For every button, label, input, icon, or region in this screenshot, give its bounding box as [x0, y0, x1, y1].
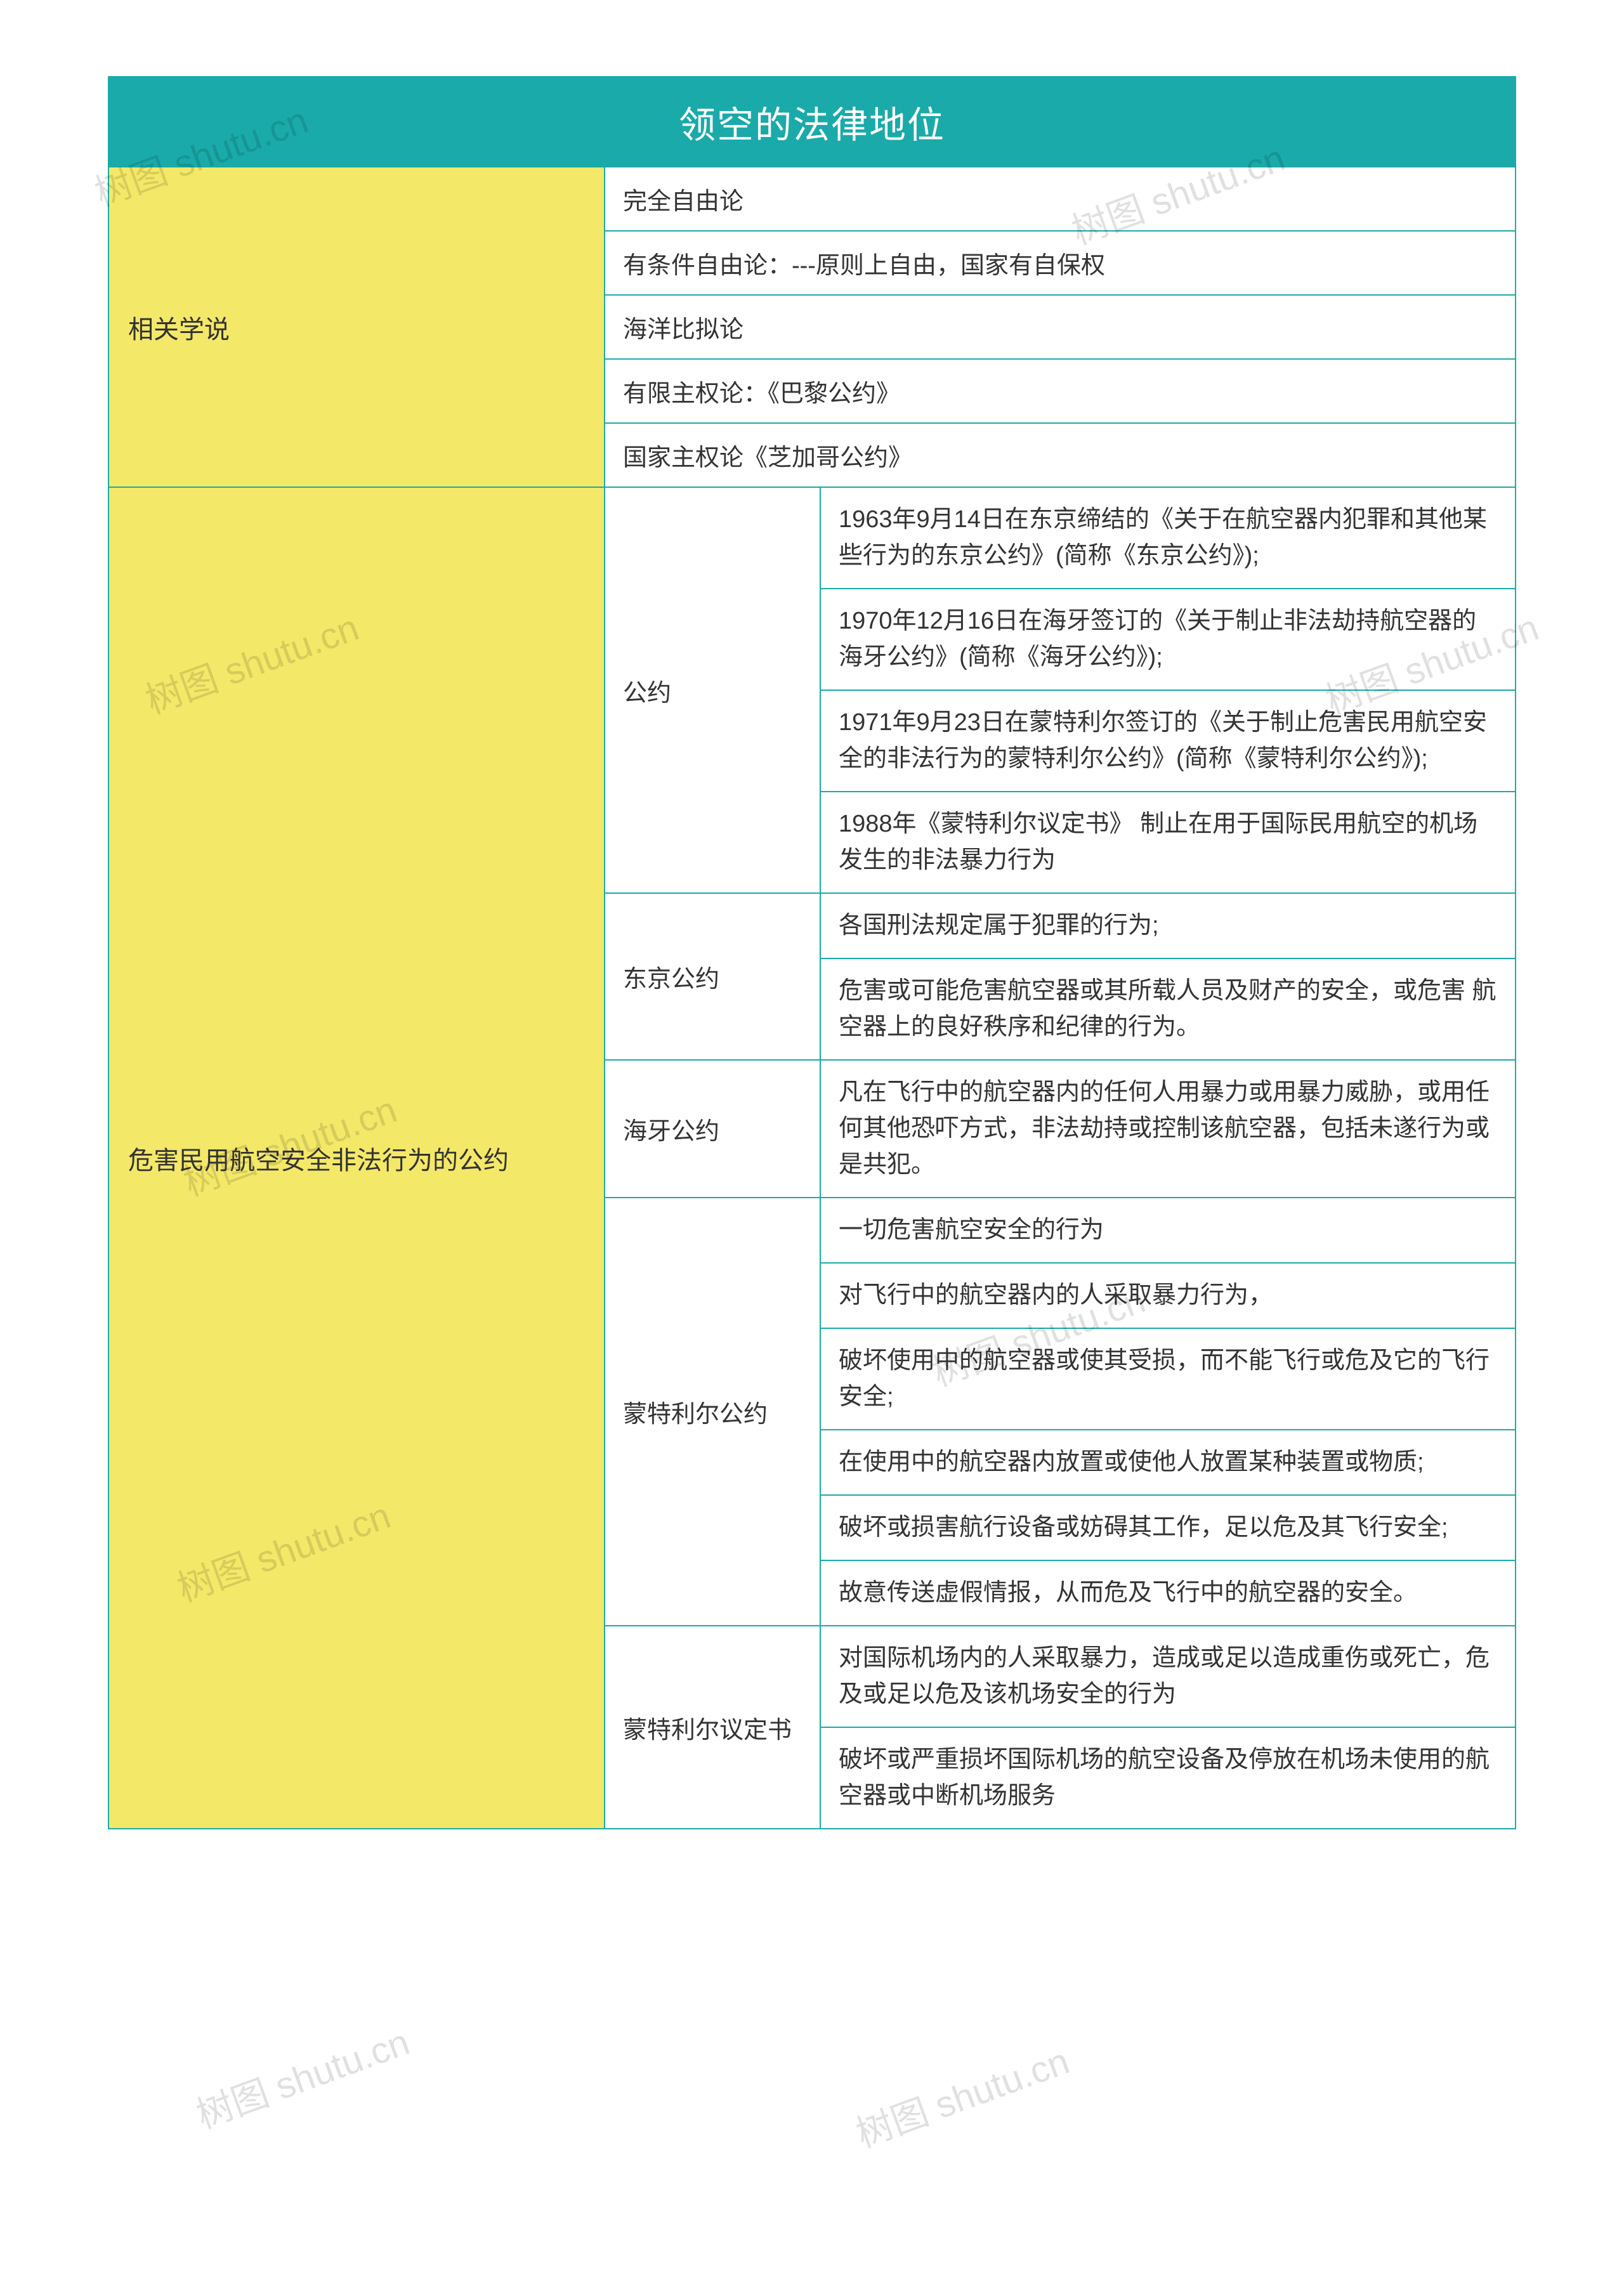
right-group: 公约1963年9月14日在东京缔结的《关于在航空器内犯罪和其他某些行为的东京公约… [604, 487, 1515, 1828]
items-group: 一切危害航空安全的行为 对飞行中的航空器内的人采取暴力行为， 破坏使用中的航空器… [820, 1197, 1515, 1625]
content-cell: 完全自由论 [604, 166, 1515, 230]
sub-section: 海牙公约凡在飞行中的航空器内的任何人用暴力或用暴力威胁，或用任 何其他恐吓方式，… [604, 1059, 1515, 1197]
item-cell: 各国刑法规定属于犯罪的行为; [820, 892, 1515, 958]
item-cell: 1970年12月16日在海牙签订的《关于制止非法劫持航空器的海牙公约》(简称《海… [820, 588, 1515, 689]
sub-section: 蒙特利尔公约一切危害航空安全的行为 对飞行中的航空器内的人采取暴力行为， 破坏使… [604, 1197, 1515, 1625]
item-cell: 1988年《蒙特利尔议定书》 制止在用于国际民用航空的机场发生的非法暴力行为 [820, 791, 1515, 892]
sub-section: 东京公约各国刑法规定属于犯罪的行为; 危害或可能危害航空器或其所载人员及财产的安… [604, 892, 1515, 1059]
sub-section: 蒙特利尔议定书对国际机场内的人采取暴力，造成或足以造成重伤或死亡，危 及或足以危… [604, 1625, 1515, 1828]
table-body: 相关学说完全自由论有条件自由论：---原则上自由，国家有自保权海洋比拟论有限主权… [109, 166, 1515, 1828]
items-group: 凡在飞行中的航空器内的任何人用暴力或用暴力威胁，或用任 何其他恐吓方式，非法劫持… [820, 1059, 1515, 1197]
item-cell: 在使用中的航空器内放置或使他人放置某种装置或物质; [820, 1429, 1515, 1494]
subcategory-cell: 蒙特利尔公约 [604, 1197, 820, 1625]
item-cell: 凡在飞行中的航空器内的任何人用暴力或用暴力威胁，或用任 何其他恐吓方式，非法劫持… [820, 1059, 1515, 1197]
section-row: 相关学说完全自由论有条件自由论：---原则上自由，国家有自保权海洋比拟论有限主权… [109, 166, 1515, 487]
sub-section: 公约1963年9月14日在东京缔结的《关于在航空器内犯罪和其他某些行为的东京公约… [604, 487, 1515, 892]
content-cell: 有限主权论：《巴黎公约》 [604, 358, 1515, 422]
hierarchical-table: 领空的法律地位 相关学说完全自由论有条件自由论：---原则上自由，国家有自保权海… [108, 76, 1516, 1829]
watermark-text: 树图 shutu.cn [848, 2031, 1075, 2157]
content-cell: 有条件自由论：---原则上自由，国家有自保权 [604, 230, 1515, 294]
items-group: 对国际机场内的人采取暴力，造成或足以造成重伤或死亡，危 及或足以危及该机场安全的… [820, 1625, 1515, 1828]
item-cell: 1971年9月23日在蒙特利尔签订的《关于制止危害民用航空安全的非法行为的蒙特利… [820, 689, 1515, 791]
subcategory-cell: 公约 [604, 487, 820, 892]
item-cell: 1963年9月14日在东京缔结的《关于在航空器内犯罪和其他某些行为的东京公约》(… [820, 487, 1515, 588]
subcategory-cell: 海牙公约 [604, 1059, 820, 1197]
content-cell: 海洋比拟论 [604, 294, 1515, 358]
item-cell: 危害或可能危害航空器或其所载人员及财产的安全，或危害 航空器上的良好秩序和纪律的… [820, 958, 1515, 1059]
item-cell: 对国际机场内的人采取暴力，造成或足以造成重伤或死亡，危 及或足以危及该机场安全的… [820, 1625, 1515, 1727]
watermark-text: 树图 shutu.cn [188, 2012, 416, 2138]
category-cell: 相关学说 [109, 166, 604, 487]
item-cell: 破坏或损害航行设备或妨碍其工作，足以危及其飞行安全; [820, 1494, 1515, 1560]
section-row: 危害民用航空安全非法行为的公约公约1963年9月14日在东京缔结的《关于在航空器… [109, 487, 1515, 1828]
item-cell: 一切危害航空安全的行为 [820, 1197, 1515, 1262]
table-title: 领空的法律地位 [109, 77, 1515, 166]
item-cell: 破坏使用中的航空器或使其受损，而不能飞行或危及它的飞行 安全; [820, 1328, 1515, 1429]
subcategory-cell: 蒙特利尔议定书 [604, 1625, 820, 1828]
right-group: 完全自由论有条件自由论：---原则上自由，国家有自保权海洋比拟论有限主权论：《巴… [604, 166, 1515, 487]
item-cell: 对飞行中的航空器内的人采取暴力行为， [820, 1262, 1515, 1328]
category-cell: 危害民用航空安全非法行为的公约 [109, 487, 604, 1828]
items-group: 各国刑法规定属于犯罪的行为; 危害或可能危害航空器或其所载人员及财产的安全，或危… [820, 892, 1515, 1059]
content-cell: 国家主权论《芝加哥公约》 [604, 422, 1515, 487]
item-cell: 故意传送虚假情报，从而危及飞行中的航空器的安全。 [820, 1560, 1515, 1625]
items-group: 1963年9月14日在东京缔结的《关于在航空器内犯罪和其他某些行为的东京公约》(… [820, 487, 1515, 892]
item-cell: 破坏或严重损坏国际机场的航空设备及停放在机场未使用的航 空器或中断机场服务 [820, 1727, 1515, 1828]
subcategory-cell: 东京公约 [604, 892, 820, 1059]
